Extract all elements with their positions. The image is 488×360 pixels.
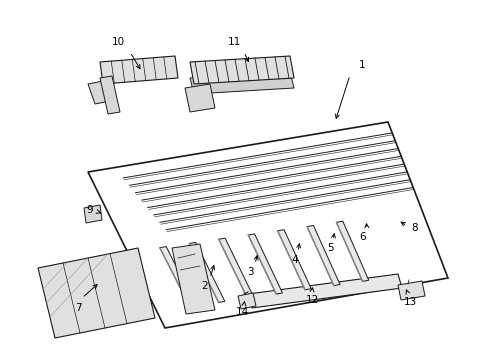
Polygon shape (88, 80, 115, 104)
Polygon shape (248, 234, 282, 294)
Text: 11: 11 (227, 37, 240, 47)
Polygon shape (190, 72, 293, 94)
Polygon shape (172, 244, 215, 314)
Polygon shape (38, 248, 155, 338)
Text: 1: 1 (358, 60, 365, 70)
Text: 4: 4 (291, 255, 298, 265)
Polygon shape (397, 281, 424, 300)
Text: 2: 2 (201, 281, 208, 291)
Text: 12: 12 (305, 295, 318, 305)
Polygon shape (218, 238, 253, 298)
Polygon shape (100, 76, 120, 114)
Text: 3: 3 (246, 267, 253, 277)
Polygon shape (100, 56, 178, 84)
Text: 8: 8 (411, 223, 417, 233)
Polygon shape (190, 56, 293, 84)
Text: 5: 5 (326, 243, 333, 253)
Text: 13: 13 (403, 297, 416, 307)
Polygon shape (247, 274, 401, 308)
Polygon shape (336, 221, 368, 282)
Polygon shape (84, 205, 102, 223)
Polygon shape (238, 293, 256, 309)
Polygon shape (184, 84, 215, 112)
Text: 9: 9 (86, 205, 93, 215)
Text: 10: 10 (111, 37, 124, 47)
Polygon shape (160, 247, 196, 307)
Text: 6: 6 (359, 232, 366, 242)
Text: 7: 7 (75, 303, 81, 313)
Polygon shape (306, 225, 339, 285)
Polygon shape (277, 230, 311, 290)
Text: 14: 14 (235, 307, 248, 317)
Polygon shape (189, 242, 224, 302)
